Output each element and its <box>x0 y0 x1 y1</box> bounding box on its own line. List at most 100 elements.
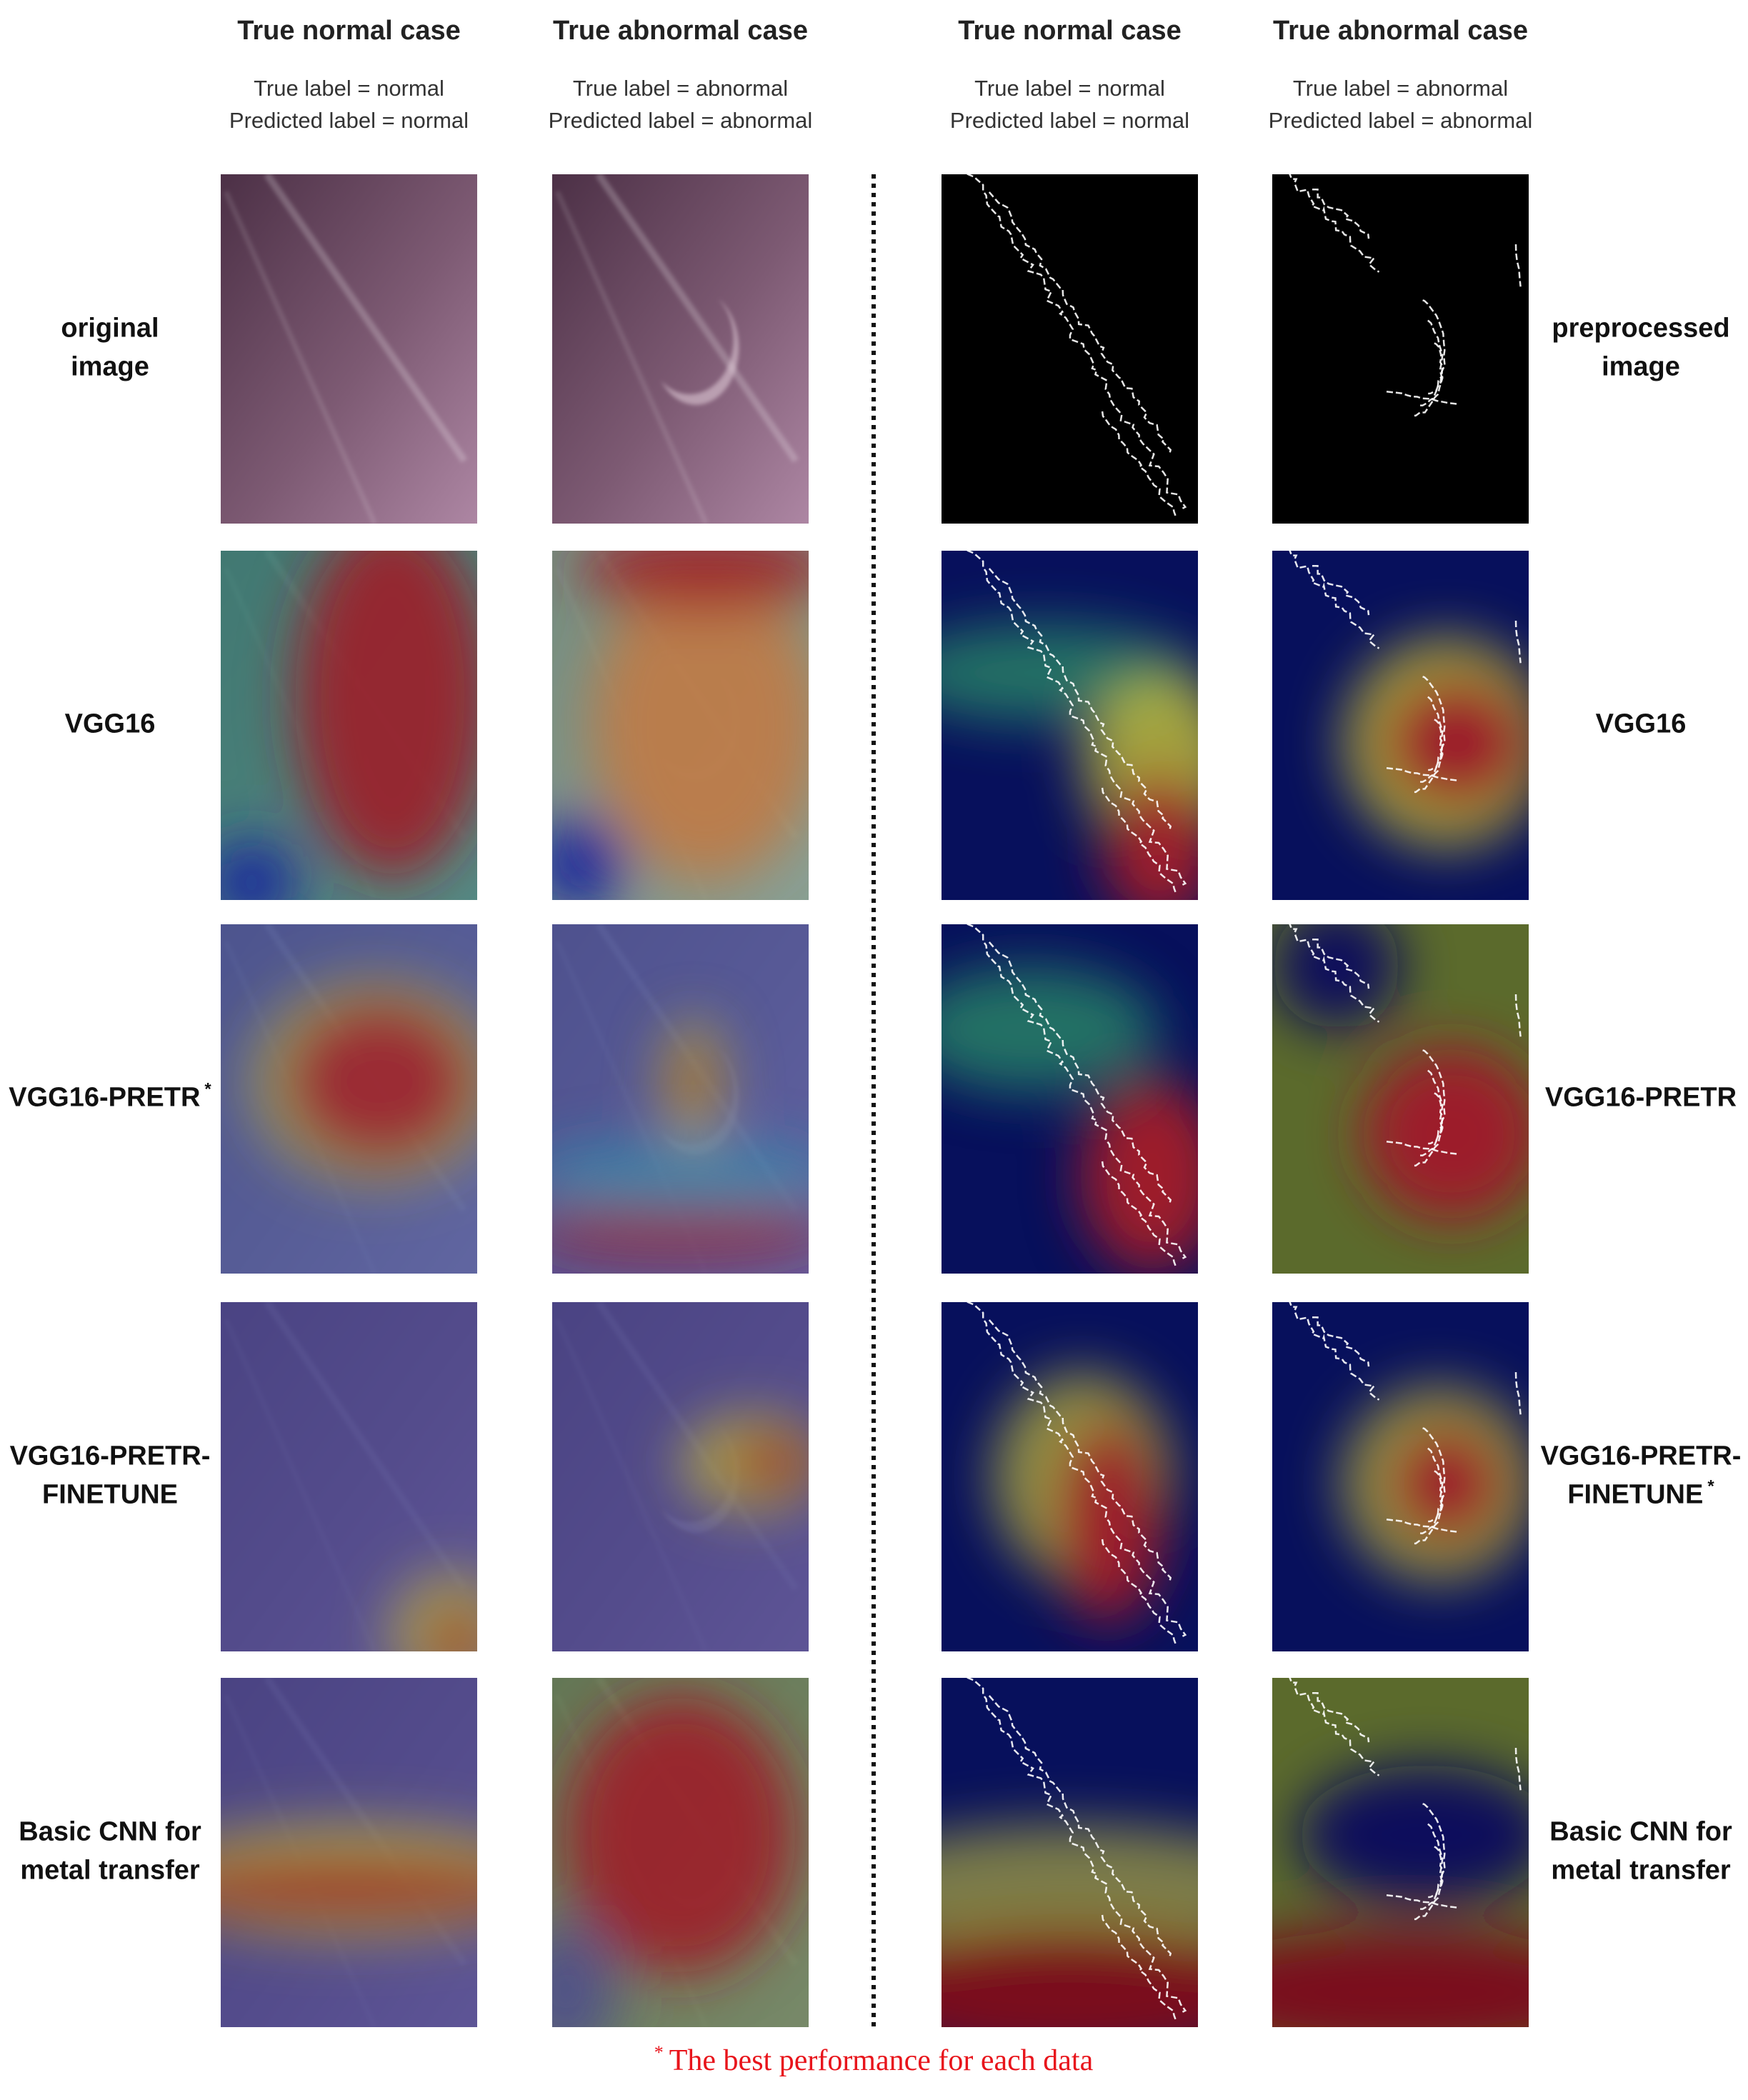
heat-blob <box>1103 771 1198 900</box>
image-panel <box>552 174 809 524</box>
image-panel <box>1272 1678 1529 2027</box>
row-label: VGG16 <box>1596 709 1687 739</box>
heat-blob <box>552 1141 809 1211</box>
edge-trace <box>1412 1427 1446 1545</box>
edge-trace <box>1386 1894 1458 1909</box>
row-label-line: VGG16-PRETR- <box>1541 1441 1742 1471</box>
edge-trace <box>1386 1518 1458 1533</box>
edge-trace <box>1101 1161 1177 1269</box>
predicted-label: Predicted label = abnormal <box>549 108 813 133</box>
heat-blobs <box>1344 638 1529 848</box>
edge-trace <box>1312 189 1370 239</box>
row-label: Basic CNN for <box>19 1817 201 1847</box>
edge-trace <box>1514 994 1522 1037</box>
column-title: True normal case <box>958 16 1182 46</box>
heat-blobs <box>246 976 477 1186</box>
row-label-line: VGG16 <box>65 709 156 739</box>
edge-trace <box>1289 924 1380 1023</box>
row-label-line: metal transfer <box>20 1856 200 1886</box>
predicted-label: Predicted label = normal <box>229 108 469 133</box>
edge-trace <box>988 568 1172 832</box>
edge-trace <box>1101 1539 1177 1646</box>
heat-blob <box>1052 1414 1165 1624</box>
image-panel <box>942 924 1198 1274</box>
row-label: image <box>71 352 149 382</box>
row-label: metal transfer <box>20 1856 200 1886</box>
photo-streak <box>264 174 468 463</box>
true-label: True label = normal <box>254 76 444 101</box>
row-label: VGG16-PRETR- <box>10 1441 211 1471</box>
heat-blobs <box>1272 924 1529 1221</box>
row-label-line: FINETUNE <box>42 1480 178 1510</box>
image-panel <box>942 1678 1198 2027</box>
row-label: VGG16-PRETR <box>1545 1083 1737 1113</box>
heat-blob <box>942 1824 1198 1951</box>
row-label-line: FINETUNE <box>1567 1480 1703 1510</box>
heat-blobs <box>942 1824 1198 2027</box>
row-label-line: image <box>1602 352 1680 382</box>
edge-trace <box>1419 1823 1444 1910</box>
edge-trace <box>1428 1470 1444 1523</box>
row-label-line: VGG16-PRETR- <box>10 1441 211 1471</box>
image-panel <box>552 924 809 1274</box>
heat-blob <box>677 1039 709 1124</box>
heat-blobs <box>552 1695 796 2027</box>
image-panel <box>1272 1302 1529 1651</box>
edge-trace <box>1419 1447 1444 1534</box>
heat-blob <box>1272 1929 1529 2027</box>
edge-trace <box>988 941 1172 1206</box>
edge-trace <box>967 551 1187 887</box>
edge-trace <box>1386 766 1458 781</box>
image-panel <box>221 174 477 524</box>
image-panel <box>1272 174 1529 524</box>
edge-trace <box>1101 411 1177 519</box>
image-panel <box>1272 551 1529 900</box>
best-marker: * <box>204 1080 211 1099</box>
true-label: True label = normal <box>974 76 1165 101</box>
row-label: FINETUNE <box>42 1480 178 1510</box>
edge-trace <box>1514 244 1522 287</box>
heat-blobs <box>387 1571 477 1651</box>
edge-trace <box>1412 1049 1446 1167</box>
row-label: image <box>1602 352 1680 382</box>
edge-trace <box>967 1678 1187 2014</box>
heat-blob <box>1379 673 1529 813</box>
row-label: original <box>61 314 159 344</box>
image-panel <box>1272 924 1529 1274</box>
edge-trace <box>1101 1914 1177 2022</box>
heat-blob <box>282 997 477 1166</box>
edge-trace <box>1412 1803 1446 1921</box>
heat-blobs <box>221 1824 477 1936</box>
heat-blob <box>942 966 1160 1092</box>
heat-blob <box>942 1922 1198 2027</box>
edge-trace <box>1412 299 1446 417</box>
heat-blobs <box>680 1414 809 1512</box>
heat-blob <box>1272 924 1401 1029</box>
row-label: metal transfer <box>1551 1856 1731 1886</box>
image-panel <box>221 924 477 1274</box>
image-panel <box>942 551 1198 900</box>
heat-blob <box>552 816 624 900</box>
column-title: True normal case <box>237 16 461 46</box>
heat-blobs <box>942 966 1198 1274</box>
column-title: True abnormal case <box>1273 16 1528 46</box>
edge-trace <box>1101 787 1177 895</box>
edge-trace <box>1428 719 1444 771</box>
edge-trace <box>1289 1678 1380 1776</box>
edge-trace <box>1289 1302 1380 1401</box>
row-label-line: image <box>71 352 149 382</box>
heat-blob <box>564 1695 796 1975</box>
row-label: FINETUNE * <box>1567 1477 1714 1510</box>
photo-streak <box>595 174 799 463</box>
image-panel <box>552 1302 809 1651</box>
heat-blob <box>426 1606 477 1651</box>
row-label: preprocessed <box>1552 314 1729 344</box>
edge-trace <box>1514 1371 1522 1415</box>
edge-trace <box>1419 696 1444 783</box>
heat-blobs <box>1272 1765 1529 2027</box>
row-label: Basic CNN for <box>1549 1817 1732 1847</box>
image-panel <box>942 1302 1198 1651</box>
row-label-line: original <box>61 314 159 344</box>
